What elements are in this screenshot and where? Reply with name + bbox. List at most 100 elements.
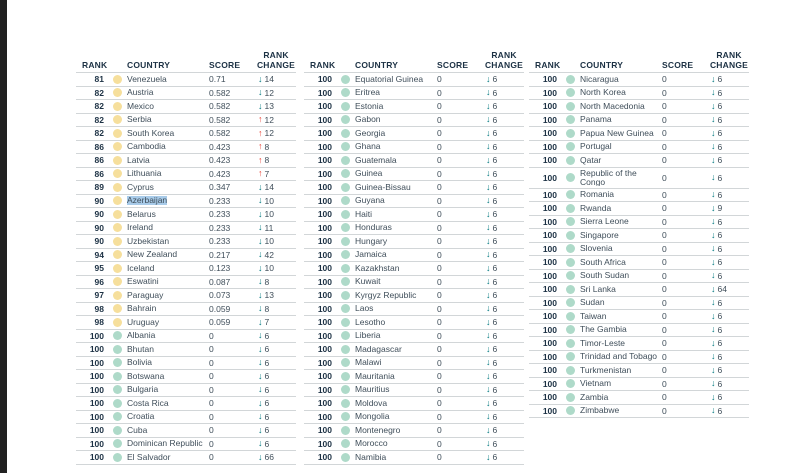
rank-change-number: 12 xyxy=(264,87,274,98)
table-row: 100 Hungary 0 ↓ 6 xyxy=(304,235,524,249)
rank-change-value: ↓ 6 xyxy=(484,196,524,206)
score-value: 0 xyxy=(437,182,442,193)
rank-value: 100 xyxy=(542,297,557,308)
score-value: 0 xyxy=(437,452,442,463)
rank-change-number: 6 xyxy=(492,438,498,449)
country-text: Haiti xyxy=(355,209,373,219)
down-arrow-icon: ↓ xyxy=(711,391,716,402)
rank-change-number: 6 xyxy=(717,257,723,268)
rank-change-number: 42 xyxy=(264,249,274,260)
country-status-dot-icon xyxy=(108,209,127,219)
down-arrow-icon: ↓ xyxy=(258,100,263,111)
country-label: Georgia xyxy=(355,129,437,138)
rank-table-2: RANK COUNTRY SCORE RANK CHANGE 100 Equator… xyxy=(304,46,524,465)
table-row: 100 North Korea 0 ↓ 6 xyxy=(529,87,749,100)
country-text: Uzbekistan xyxy=(127,236,170,246)
country-label: Sudan xyxy=(580,298,662,307)
country-label: Bhutan xyxy=(127,345,209,354)
down-arrow-icon: ↓ xyxy=(711,172,716,182)
rank-change-value: ↓ 6 xyxy=(484,223,524,233)
country-text: Sri Lanka xyxy=(580,284,616,294)
score-value: 0 xyxy=(437,263,442,274)
rank-change-number: 6 xyxy=(717,297,723,308)
rank-change-number: 64 xyxy=(717,284,727,295)
rank-value: 90 xyxy=(94,209,104,220)
down-arrow-icon: ↓ xyxy=(711,87,716,98)
rank-change-value: ↓ 6 xyxy=(484,155,524,165)
rank-change-number: 6 xyxy=(717,378,723,389)
score-value: 0 xyxy=(662,351,667,362)
score-value: 0 xyxy=(209,344,214,355)
country-status-dot-icon xyxy=(336,169,355,179)
country-status-dot-icon xyxy=(336,304,355,314)
rank-value: 100 xyxy=(542,351,557,362)
rank-change-value: ↓ 6 xyxy=(709,298,749,308)
country-label: Estonia xyxy=(355,102,437,111)
table-row: 100 Panama 0 ↓ 6 xyxy=(529,114,749,127)
country-text: Sierra Leone xyxy=(580,217,629,227)
score-value: 0 xyxy=(662,155,667,166)
table-row: 100 Singapore 0 ↓ 6 xyxy=(529,229,749,243)
rank-change-value: ↓ 6 xyxy=(709,230,749,240)
table-row: 86 Cambodia 0.423 ↑ 8 xyxy=(76,141,296,154)
down-arrow-icon: ↓ xyxy=(258,208,263,219)
table-row: 100 Bulgaria 0 ↓ 6 xyxy=(76,384,296,397)
rank-change-value: ↓ 6 xyxy=(256,331,296,341)
country-label: Republic of the Congo xyxy=(580,169,662,187)
country-label: Azerbaijan xyxy=(127,196,209,206)
down-arrow-icon: ↓ xyxy=(711,73,716,84)
table-row: 100 El Salvador 0 ↓ 66 xyxy=(76,451,296,465)
score-value: 0 xyxy=(662,141,667,152)
country-status-dot-icon xyxy=(336,236,355,246)
score-value: 0.233 xyxy=(209,209,231,220)
country-label: Serbia xyxy=(127,115,209,124)
table-row: 100 Turkmenistan 0 ↓ 6 xyxy=(529,364,749,378)
rank-change-number: 10 xyxy=(264,263,274,274)
country-label: Romania xyxy=(580,190,662,199)
rank-change-value: ↓ 6 xyxy=(484,142,524,152)
country-label: Gabon xyxy=(355,115,437,124)
rank-change-value: ↓ 6 xyxy=(484,452,524,462)
score-value: 0 xyxy=(437,398,442,409)
country-text: Guinea xyxy=(355,169,383,179)
table-row: 90 Uzbekistan 0.233 ↓ 10 xyxy=(76,235,296,249)
rank-value: 100 xyxy=(89,357,104,368)
table-rows: 100 Equatorial Guinea 0 ↓ 6 100 Eritrea 0 ↓ 6 100 E… xyxy=(304,73,524,465)
rank-value: 100 xyxy=(542,324,557,335)
table-row: 96 Eswatini 0.087 ↓ 8 xyxy=(76,276,296,289)
rank-change-number: 14 xyxy=(264,182,274,193)
country-status-dot-icon xyxy=(108,155,127,165)
country-text: Mexico xyxy=(127,101,154,111)
country-status-dot-icon xyxy=(336,439,355,449)
table-row: 100 Taiwan 0 ↓ 6 xyxy=(529,310,749,324)
table-row: 100 Trinidad and Tobago 0 ↓ 6 xyxy=(529,351,749,364)
rank-value: 100 xyxy=(542,405,557,416)
down-arrow-icon: ↓ xyxy=(258,289,263,300)
rank-change-number: 6 xyxy=(717,351,723,362)
rank-change-number: 6 xyxy=(717,216,723,227)
country-label: Kazakhstan xyxy=(355,264,437,273)
rank-value: 100 xyxy=(89,344,104,355)
country-label: Kyrgyz Republic xyxy=(355,291,437,300)
country-label: Mauritania xyxy=(355,372,437,381)
country-text: Equatorial Guinea xyxy=(355,74,424,84)
table-row: 100 Sudan 0 ↓ 6 xyxy=(529,297,749,310)
country-status-dot-icon xyxy=(336,317,355,327)
table-row: 100 Ghana 0 ↓ 6 xyxy=(304,141,524,154)
country-text: Mauritania xyxy=(355,371,395,381)
table-row: 82 Serbia 0.582 ↑ 12 xyxy=(76,114,296,127)
country-label: Albania xyxy=(127,331,209,340)
country-label: Lithuania xyxy=(127,169,209,178)
rank-change-value: ↓ 10 xyxy=(256,263,296,273)
down-arrow-icon: ↓ xyxy=(258,87,263,98)
rank-change-number: 10 xyxy=(264,195,274,206)
rank-value: 86 xyxy=(94,168,104,179)
country-status-dot-icon xyxy=(561,284,580,294)
down-arrow-icon: ↓ xyxy=(711,270,716,281)
country-label: Botswana xyxy=(127,372,209,381)
country-status-dot-icon xyxy=(561,128,580,138)
header-country: COUNTRY xyxy=(127,60,171,70)
score-value: 0 xyxy=(437,411,442,422)
country-text: Croatia xyxy=(127,412,155,422)
rank-change-number: 9 xyxy=(717,203,723,214)
